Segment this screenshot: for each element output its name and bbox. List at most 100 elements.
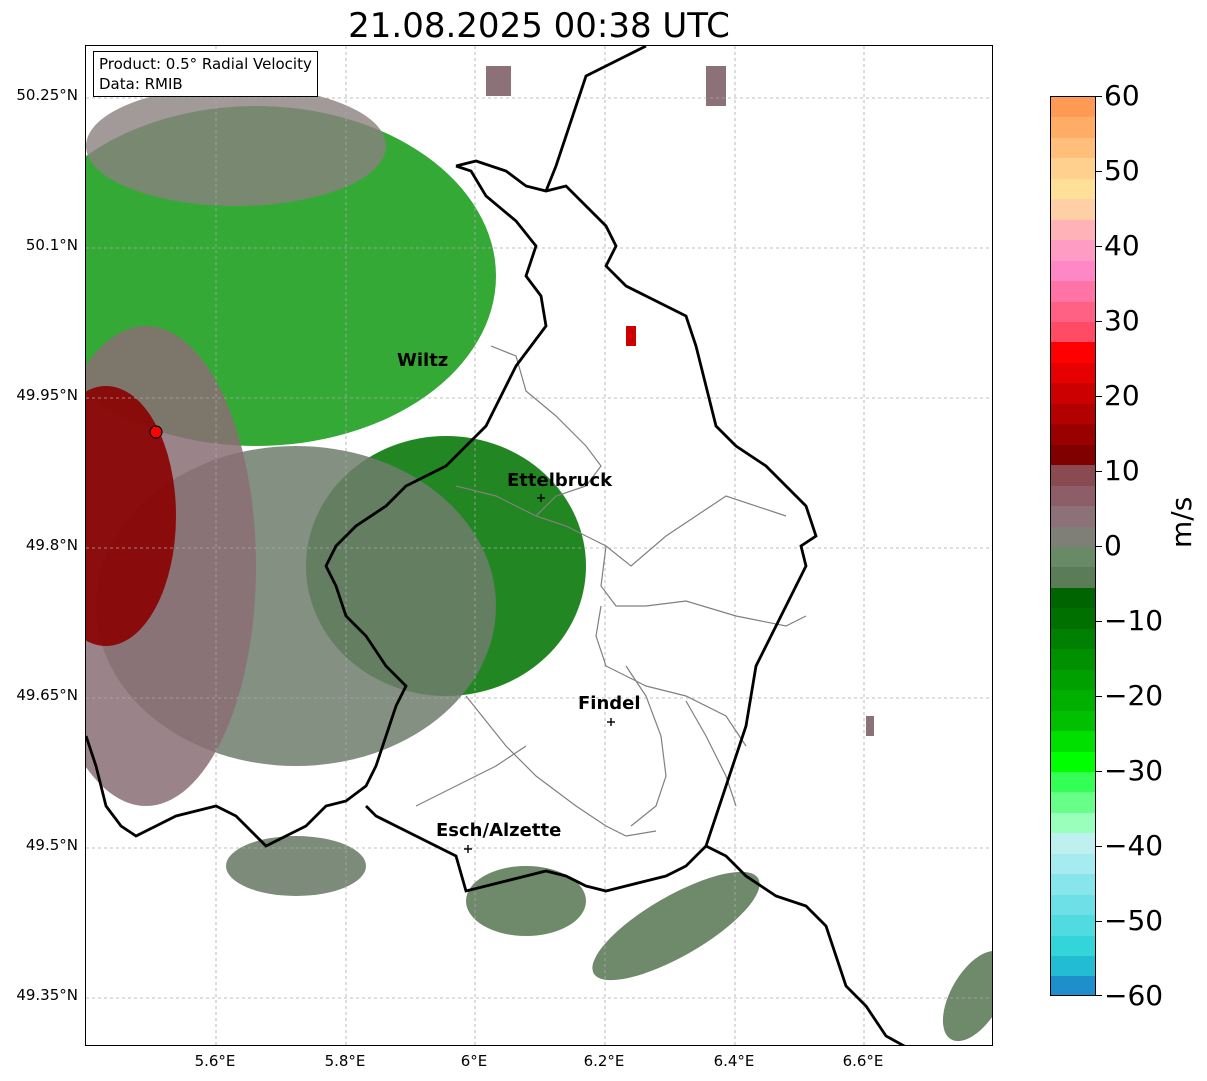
colorbar-band [1051,690,1095,711]
colorbar-tick [1096,995,1102,996]
product-info-box: Product: 0.5° Radial Velocity Data: RMIB [93,51,318,97]
colorbar-band [1051,731,1095,752]
colorbar-tick-label: −60 [1104,979,1164,1012]
colorbar-band [1051,281,1095,302]
colorbar-band [1051,301,1095,322]
colorbar-tick [1096,771,1102,772]
colorbar-tick-label: 0 [1104,529,1122,562]
colorbar-unit-label: m/s [1165,496,1198,548]
colorbar-band [1051,812,1095,834]
lon-tick-label: 6.2°E [583,1052,625,1070]
colorbar-band [1051,424,1095,445]
radar-map-canvas [86,46,992,1045]
colorbar-band [1051,137,1095,159]
product-label: Product: 0.5° Radial Velocity [99,55,312,73]
colorbar-band [1051,935,1095,957]
colorbar-band [1051,506,1095,527]
colorbar-tick [1096,621,1102,622]
colorbar-band [1051,199,1095,220]
colorbar-band [1051,628,1095,650]
colorbar-tick-label: 10 [1104,454,1140,487]
colorbar-tick-label: 20 [1104,379,1140,412]
colorbar-tick-label: 50 [1104,154,1140,187]
colorbar-band [1051,158,1095,179]
colorbar-band [1051,342,1095,363]
data-source-label: Data: RMIB [99,75,183,93]
radar-map[interactable] [85,45,993,1046]
city-label-esch-alzette: Esch/Alzette [436,820,562,841]
colorbar-band [1051,567,1095,588]
colorbar-tick [1096,696,1102,697]
lat-tick-label: 50.1°N [25,236,78,254]
city-label-ettelbruck: Ettelbruck [507,470,613,491]
colorbar-tick-label: −40 [1104,829,1164,862]
colorbar-band [1051,956,1095,977]
grid-lines [86,46,992,1045]
lon-tick-label: 5.8°E [324,1052,366,1070]
city-label-findel: Findel [578,693,641,714]
radar-site-marker [149,425,163,439]
velocity-field [86,66,992,1042]
velocity-colorbar [1050,96,1096,996]
colorbar-band [1051,526,1095,547]
city-label-wiltz: Wiltz [397,350,449,371]
colorbar-band [1051,587,1095,609]
colorbar-band [1051,485,1095,507]
lon-tick-label: 6.4°E [713,1052,755,1070]
echo-gray-southwest [226,836,366,896]
colorbar-tick-label: −10 [1104,604,1164,637]
echo-gray-southeast [592,871,760,981]
colorbar-band [1051,833,1095,854]
colorbar-band [1051,874,1095,895]
colorbar-tick-label: −50 [1104,904,1164,937]
colorbar-tick [1096,96,1102,97]
colorbar-band [1051,444,1095,466]
colorbar-band [1051,976,1095,995]
colorbar-tick [1096,396,1102,397]
colorbar-band [1051,260,1095,282]
colorbar-tick [1096,921,1102,922]
colorbar-band [1051,465,1095,486]
colorbar-tick [1096,321,1102,322]
colorbar-band [1051,792,1095,813]
colorbar-band [1051,219,1095,241]
colorbar-band [1051,853,1095,875]
colorbar-tick-label: 40 [1104,229,1140,262]
colorbar-band [1051,649,1095,670]
colorbar-band [1051,669,1095,691]
canton-boundaries [415,345,807,837]
lat-tick-label: 50.25°N [16,86,78,104]
colorbar-tick [1096,471,1102,472]
lat-tick-label: 49.5°N [25,836,78,854]
colorbar-tick-label: 30 [1104,304,1140,337]
colorbar-band [1051,362,1095,384]
colorbar-tick [1096,246,1102,247]
colorbar-band [1051,894,1095,916]
echo-red-west [86,386,176,646]
chart-title: 21.08.2025 00:38 UTC [348,6,730,46]
colorbar-tick-label: −20 [1104,679,1164,712]
colorbar-tick [1096,546,1102,547]
lat-tick-label: 49.8°N [25,536,78,554]
colorbar-band [1051,751,1095,772]
colorbar-tick-label: −30 [1104,754,1164,787]
colorbar-band [1051,97,1095,118]
colorbar-band [1051,546,1095,568]
lon-tick-label: 6°E [460,1052,488,1070]
national-borders [86,46,906,1045]
colorbar-tick [1096,171,1102,172]
lat-tick-label: 49.35°N [16,986,78,1004]
colorbar-band [1051,321,1095,343]
lon-tick-label: 6.6°E [842,1052,884,1070]
colorbar-band [1051,608,1095,629]
colorbar-band [1051,240,1095,261]
colorbar-band [1051,771,1095,793]
colorbar-band [1051,710,1095,732]
colorbar-tick [1096,846,1102,847]
echo-gray-northwest [86,86,386,206]
colorbar-band [1051,403,1095,425]
lat-tick-label: 49.95°N [16,386,78,404]
lat-tick-label: 49.65°N [16,686,78,704]
colorbar-tick-label: 60 [1104,79,1140,112]
city-markers [464,494,615,853]
